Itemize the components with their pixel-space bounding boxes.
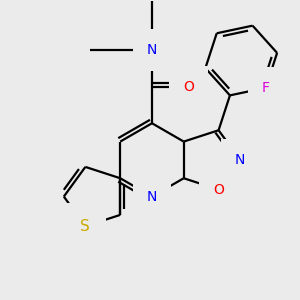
Text: N: N [147,43,157,57]
Text: O: O [183,80,194,94]
Text: O: O [213,183,224,196]
Text: F: F [262,81,270,95]
Text: S: S [80,219,90,234]
Text: N: N [147,190,157,204]
Text: N: N [235,153,245,167]
